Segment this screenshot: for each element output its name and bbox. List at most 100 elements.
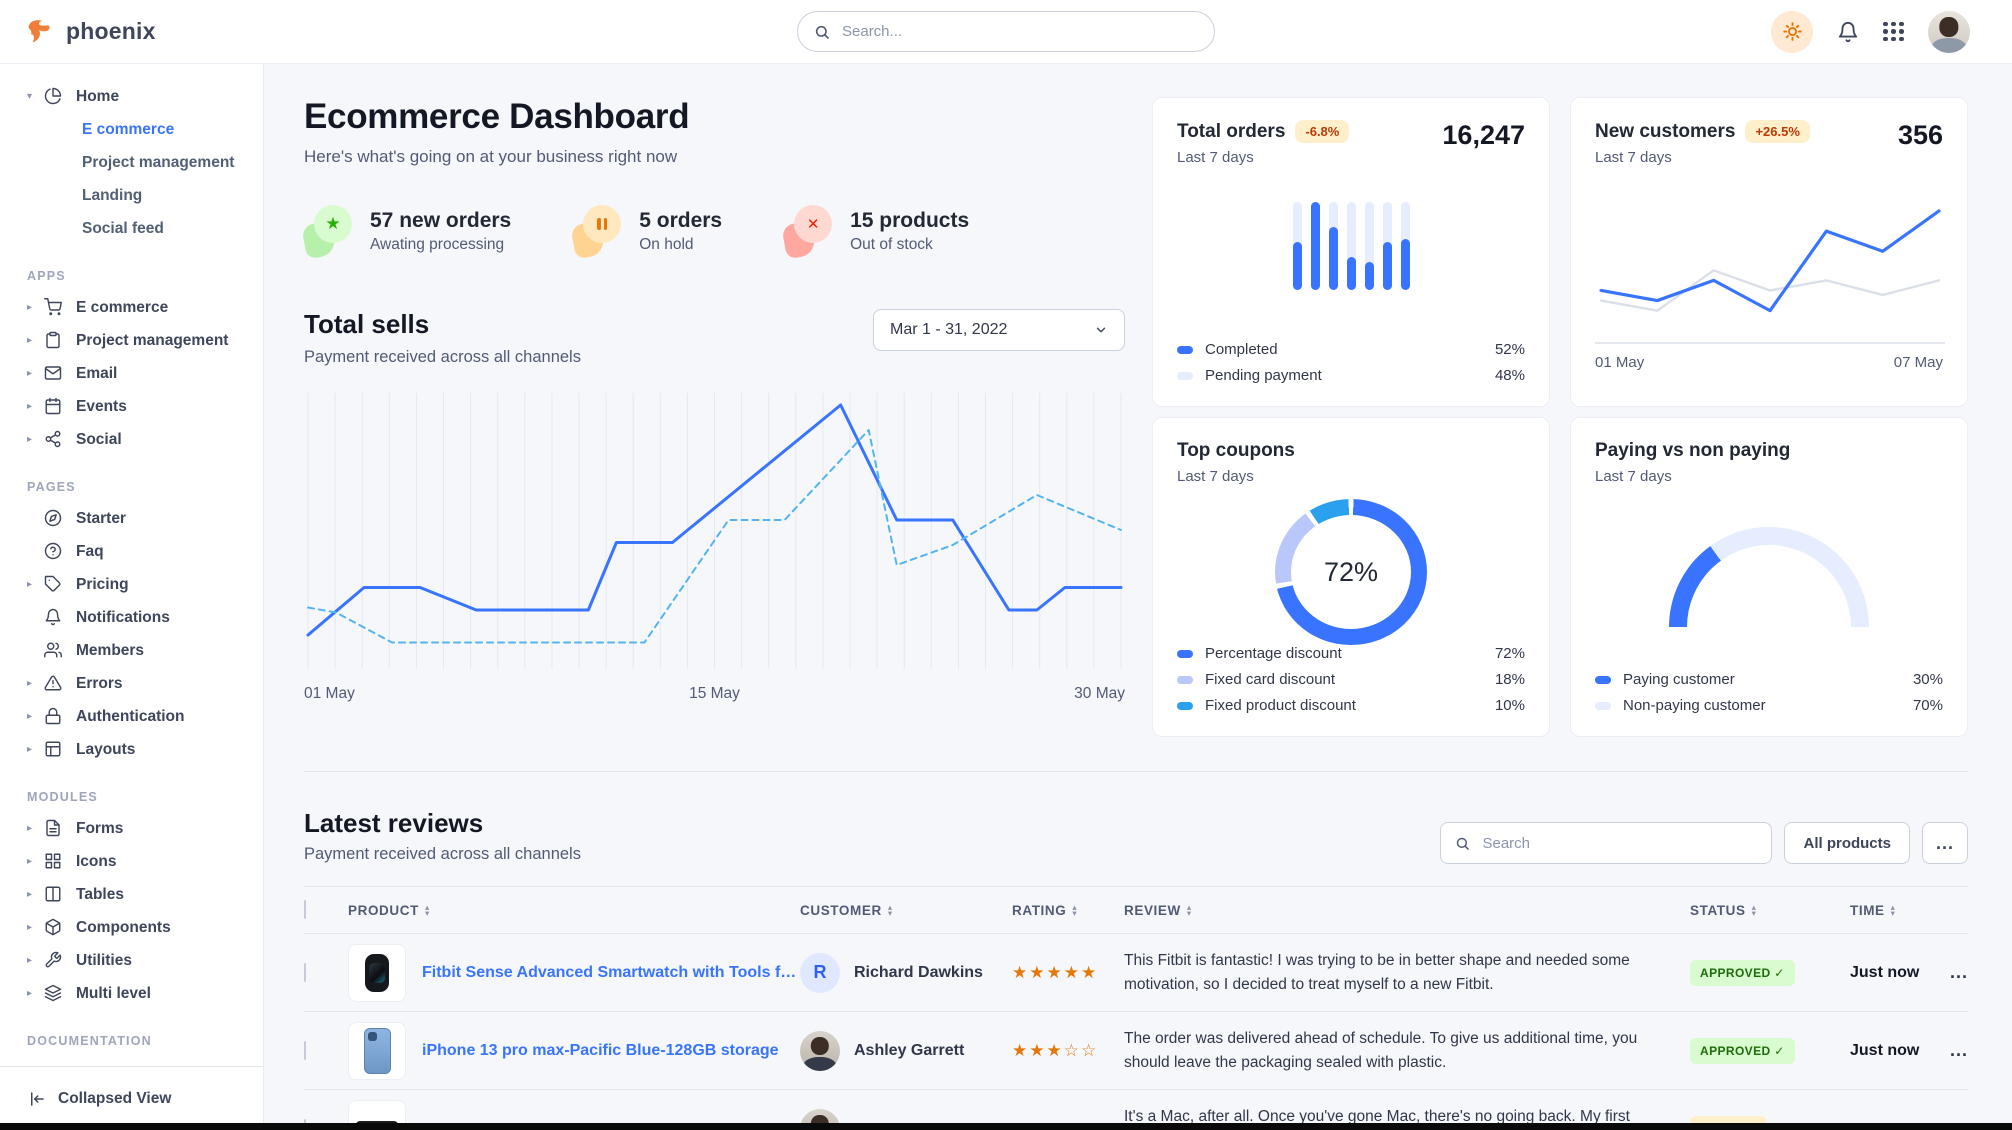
sidebar-item-starter[interactable]: Starter — [0, 502, 263, 535]
caret-right-icon: ▸ — [27, 856, 33, 867]
page-subtitle: Here's what's going on at your business … — [304, 147, 678, 166]
total-sells-chart: 01 May 15 May 30 May — [304, 391, 1125, 703]
reviews-more-button[interactable]: ... — [1922, 822, 1968, 864]
sidebar-item-layouts[interactable]: ▸ Layouts — [0, 733, 263, 766]
stat-subtitle: Out of stock — [850, 235, 933, 253]
column-header-review[interactable]: REVIEW ▴ ▾ — [1124, 901, 1192, 918]
column-header-rating[interactable]: RATING ▴ ▾ — [1012, 901, 1078, 918]
theme-toggle-button[interactable] — [1771, 10, 1813, 53]
column-header-product[interactable]: PRODUCT ▴ ▾ — [348, 901, 430, 918]
collapse-left-icon — [31, 1091, 44, 1106]
order-bar — [1328, 202, 1338, 290]
card-period: Last 7 days — [1595, 149, 1672, 166]
apps-grid-icon[interactable] — [1883, 21, 1904, 42]
global-search-input[interactable] — [840, 22, 1198, 41]
card-period: Last 7 days — [1595, 468, 1672, 485]
reviews-search-input[interactable] — [1480, 833, 1758, 853]
sidebar-item-notifications[interactable]: Notifications — [0, 601, 263, 634]
stat-title: 5 orders — [639, 208, 723, 232]
sidebar-item-faq[interactable]: Faq — [0, 535, 263, 568]
total-sells-title: Total sells — [304, 309, 430, 339]
row-checkbox[interactable] — [304, 1040, 306, 1060]
caret-right-icon: ▸ — [27, 678, 33, 689]
review-text: It's a Mac, after all. Once you've gone … — [1124, 1108, 1630, 1126]
order-stats: ★ 57 new orders Awating processing 5 orders… — [301, 205, 1125, 260]
collapse-sidebar-button[interactable]: Collapsed View — [0, 1066, 263, 1130]
sidebar-item-label: Home — [76, 87, 120, 105]
sidebar-item-tables[interactable]: ▸ Tables — [0, 878, 263, 911]
sidebar-item-authentication[interactable]: ▸ Authentication — [0, 700, 263, 733]
review-row: Fitbit Sense Advanced Smartwatch with To… — [304, 934, 1968, 1012]
navbar-actions — [1771, 10, 2012, 53]
sun-icon — [1782, 22, 1802, 41]
sidebar-item-events[interactable]: ▸ Events — [0, 390, 263, 423]
stat-subtitle: Awating processing — [370, 235, 505, 253]
sidebar-item-social[interactable]: ▸ Social — [0, 423, 263, 456]
brand-name: phoenix — [66, 18, 156, 44]
reviews-title: Latest reviews — [304, 808, 484, 838]
sidebar-item-components[interactable]: ▸ Components — [0, 911, 263, 944]
sidebar-subitem-project-management[interactable]: Project management — [82, 153, 235, 171]
product-link[interactable]: Fitbit Sense Advanced Smartwatch with To… — [422, 963, 800, 981]
order-bar — [1400, 202, 1410, 290]
product-link[interactable]: iPhone 13 pro max-Pacific Blue-128GB sto… — [422, 1041, 779, 1059]
date-range-select[interactable]: Mar 1 - 31, 2022 — [873, 309, 1125, 351]
sidebar-item-pricing[interactable]: ▸ Pricing — [0, 568, 263, 601]
legend-paying-customer: Paying customer 30% — [1595, 671, 1943, 688]
legend-swatch — [1177, 649, 1193, 658]
column-header-customer[interactable]: CUSTOMER ▴ ▾ — [800, 901, 893, 918]
notifications-bell-icon[interactable] — [1837, 21, 1859, 43]
customer-name: Ashley Garrett — [854, 1041, 965, 1059]
select-all-checkbox[interactable] — [304, 900, 306, 919]
caret-down-icon: ▾ — [27, 91, 33, 102]
sidebar-item-label: Pricing — [76, 575, 129, 593]
avatar — [800, 1030, 840, 1071]
sidebar-item-icons[interactable]: ▸ Icons — [0, 845, 263, 878]
stat-title: 15 products — [850, 208, 970, 232]
trend-badge: -6.8% — [1295, 120, 1350, 143]
user-avatar[interactable] — [1928, 10, 1970, 53]
all-products-button[interactable]: All products — [1784, 822, 1910, 864]
row-more-button[interactable]: ... — [1949, 962, 1968, 982]
caret-right-icon: ▸ — [27, 823, 33, 834]
lock-icon — [45, 707, 61, 724]
caret-right-icon: ▸ — [27, 922, 33, 933]
x-tick: 15 May — [689, 685, 740, 702]
order-bar — [1364, 202, 1374, 290]
sidebar-item-home[interactable]: ▾ Home — [0, 80, 263, 113]
sidebar-subitem-social-feed[interactable]: Social feed — [82, 219, 164, 237]
reviews-subtitle: Payment received across all channels — [304, 845, 581, 863]
sidebar-item-label: Icons — [76, 852, 117, 870]
column-header-time[interactable]: TIME ▴ ▾ — [1850, 901, 1896, 918]
card-new-customers: New customers +26.5% Last 7 days 356 01 … — [1570, 97, 1968, 407]
total-sells-subtitle: Payment received across all channels — [304, 348, 581, 366]
x-tick: 01 May — [304, 685, 355, 702]
sidebar-item-errors[interactable]: ▸ Errors — [0, 667, 263, 700]
sidebar-item-label: Errors — [76, 674, 123, 692]
brand[interactable]: phoenix — [0, 17, 264, 47]
status-badge: APPROVED ✓ — [1690, 959, 1795, 986]
donut-center-label: 72% — [1323, 556, 1379, 587]
row-checkbox[interactable] — [304, 962, 306, 982]
file-text-icon — [46, 819, 60, 836]
paying-gauge-chart — [1669, 527, 1869, 627]
sidebar-item-project-management[interactable]: ▸ Project management — [0, 324, 263, 357]
legend-swatch — [1177, 371, 1193, 380]
row-more-button[interactable]: ... — [1949, 1040, 1968, 1060]
sidebar-item-forms[interactable]: ▸ Forms — [0, 812, 263, 845]
sidebar-item-email[interactable]: ▸ Email — [0, 357, 263, 390]
x-tick: 30 May — [1074, 685, 1125, 702]
column-header-status[interactable]: STATUS ▴ ▾ — [1690, 901, 1757, 918]
orders-bar-chart — [1177, 202, 1525, 290]
collapsed-view-label: Collapsed View — [58, 1089, 172, 1107]
sidebar-item-members[interactable]: Members — [0, 634, 263, 667]
card-value: 16,247 — [1442, 120, 1525, 150]
sidebar-item-multi-level[interactable]: ▸ Multi level — [0, 977, 263, 1010]
sidebar-item-utilities[interactable]: ▸ Utilities — [0, 944, 263, 977]
tool-icon — [45, 951, 62, 967]
sidebar-subitem-landing[interactable]: Landing — [82, 186, 143, 204]
sidebar-subitem-e-commerce[interactable]: E commerce — [82, 120, 175, 138]
mail-icon — [44, 365, 62, 380]
sidebar-item-e-commerce[interactable]: ▸ E commerce — [0, 291, 263, 324]
sidebar-item-label: Events — [76, 397, 127, 415]
